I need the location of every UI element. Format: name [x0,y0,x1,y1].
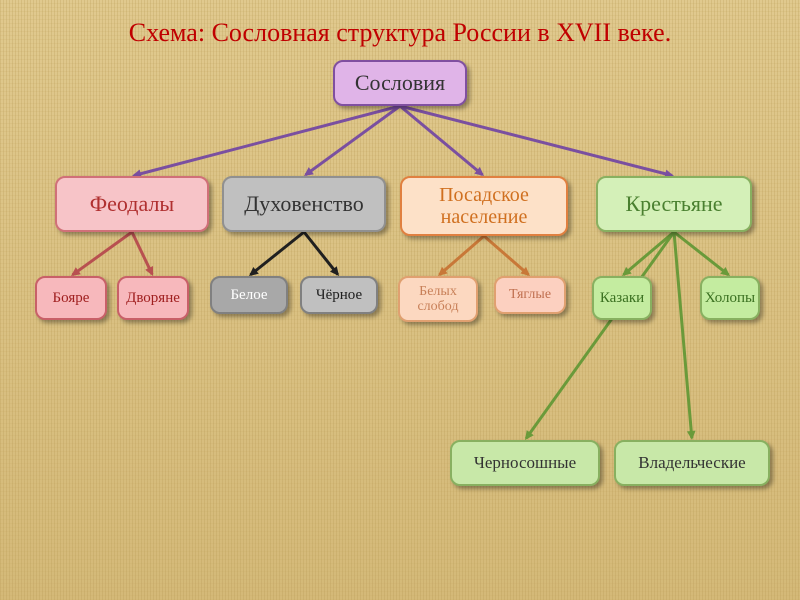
node-krest: Крестьяне [596,176,752,232]
node-belsl: Белых слобод [398,276,478,322]
node-feod: Феодалы [55,176,209,232]
node-tyagl: Тяглые [494,276,566,314]
node-vladel: Владельческие [614,440,770,486]
node-duh: Духовенство [222,176,386,232]
diagram-stage: Схема: Сословная структура России в XVII… [0,0,800,600]
node-dvor: Дворяне [117,276,189,320]
node-root: Сословия [333,60,467,106]
node-chern: Чёрное [300,276,378,314]
node-posad: Посадское население [400,176,568,236]
node-chsosh: Черносошные [450,440,600,486]
diagram-title: Схема: Сословная структура России в XVII… [0,18,800,48]
node-holopy: Холопы [700,276,760,320]
node-beloe: Белое [210,276,288,314]
node-boyare: Бояре [35,276,107,320]
node-kazaki: Казаки [592,276,652,320]
